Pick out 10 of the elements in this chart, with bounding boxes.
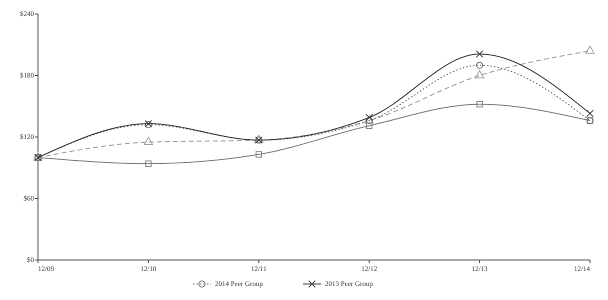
point bbox=[586, 110, 594, 118]
point bbox=[476, 62, 484, 69]
point bbox=[585, 46, 595, 54]
point bbox=[474, 70, 484, 78]
point bbox=[144, 136, 154, 145]
point bbox=[476, 50, 484, 58]
point bbox=[256, 151, 262, 158]
point bbox=[145, 160, 152, 167]
point bbox=[366, 117, 373, 124]
point bbox=[476, 101, 483, 108]
